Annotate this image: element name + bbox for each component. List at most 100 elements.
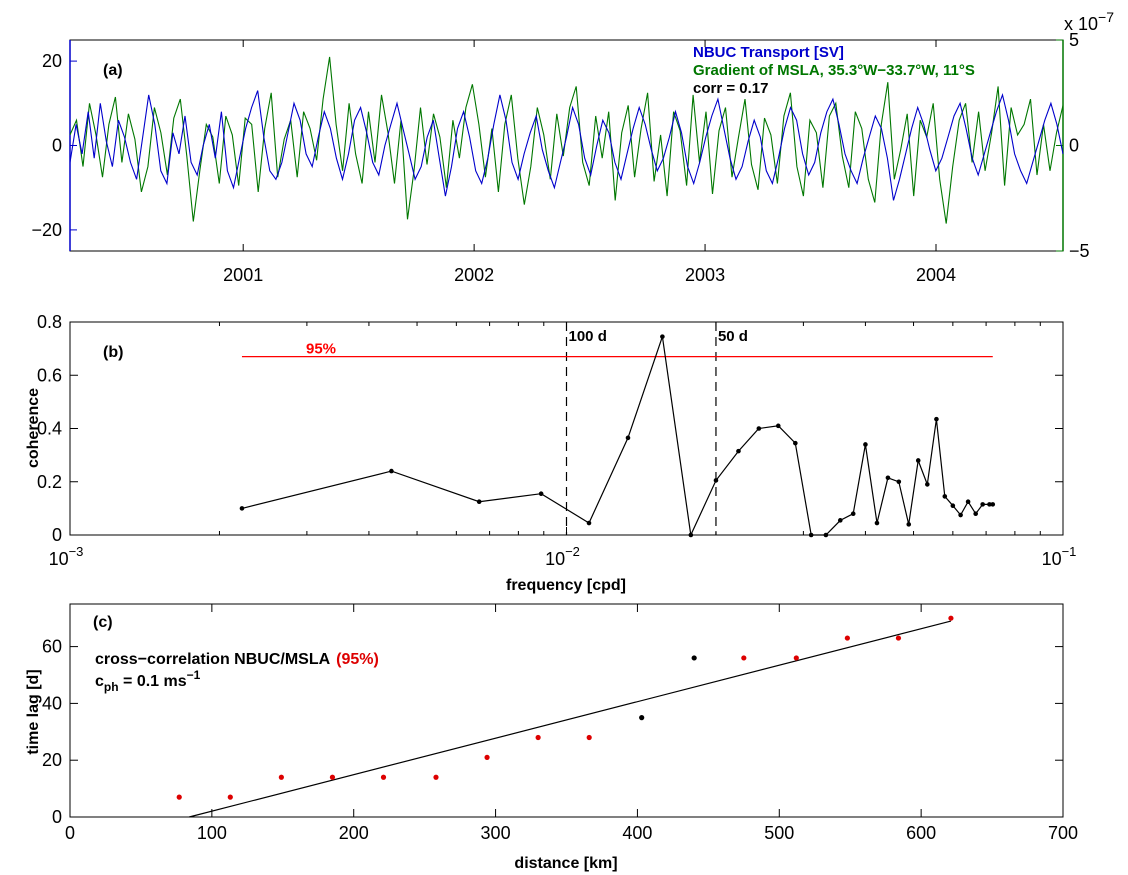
period-marker-label: 100 d — [569, 328, 607, 345]
y-tick-label-c: 20 — [42, 750, 62, 770]
lag-point-significant — [948, 615, 954, 621]
coherence-point — [863, 442, 868, 447]
coherence-point — [973, 511, 978, 516]
x-tick-label-c: 300 — [481, 823, 511, 843]
coherence-point — [660, 334, 665, 339]
panel-a-letter: (a) — [103, 62, 123, 79]
significance-label: 95% — [306, 341, 336, 358]
lag-point — [691, 655, 697, 661]
lag-point — [639, 715, 645, 721]
x-tick-label-a: 2001 — [223, 265, 263, 285]
x-tick-label-c: 100 — [197, 823, 227, 843]
coherence-point — [586, 520, 592, 526]
coherence-point — [934, 416, 939, 422]
lag-point-significant — [793, 655, 799, 661]
panel-b: (b) 10−3 10−2 10−1 0 0.2 0.4 0.6 0.8 100 d 50 d… — [25, 312, 1076, 594]
lag-point-significant — [586, 734, 592, 741]
coherence-point — [950, 503, 956, 509]
y-tick-label-c: 0 — [52, 807, 62, 827]
x-tick-label-c: 200 — [339, 823, 369, 843]
x-tick-label-a: 2002 — [454, 265, 494, 285]
x-tick-label-a: 2003 — [685, 265, 725, 285]
phase-speed-fit-line — [189, 620, 952, 818]
y-tick-label-right: 0 — [1069, 136, 1079, 156]
coherence-point — [837, 518, 843, 523]
lag-point-significant — [895, 635, 902, 641]
phase-speed-label: cph = 0.1 ms−1 — [95, 668, 201, 694]
x-tick-label-b: 10−3 — [49, 544, 84, 569]
y-axis-label-c: time lag [d] — [25, 669, 42, 754]
coherence-point — [906, 522, 912, 527]
lag-point-significant — [329, 774, 336, 780]
lag-point-significant — [844, 635, 850, 641]
y-tick-label-b: 0.4 — [37, 419, 62, 439]
coherence-point — [793, 440, 798, 446]
right-axis-exponent: x 10−7 — [1064, 9, 1114, 34]
panel-c-letter: (c) — [93, 614, 113, 631]
lag-point-significant — [176, 794, 182, 800]
y-tick-label-b: 0.2 — [37, 472, 62, 492]
x-tick-label-c: 700 — [1048, 823, 1078, 843]
lag-point-significant — [741, 655, 747, 661]
panel-c: (c) cross−correlation NBUC/MSLA (95%) cph… — [25, 603, 1078, 872]
y-tick-label-left: 0 — [52, 136, 62, 156]
coherence-point — [990, 502, 996, 507]
coherence-point — [239, 506, 245, 511]
x-tick-label-b: 10−1 — [1042, 544, 1077, 569]
y-tick-label-b: 0.8 — [37, 312, 62, 332]
legend-gradient: Gradient of MSLA, 35.3°W−33.7°W, 11°S — [693, 62, 975, 79]
lag-point-significant — [227, 794, 233, 800]
y-tick-label-right: −5 — [1069, 241, 1090, 261]
legend-corr: corr = 0.17 — [693, 80, 768, 97]
coherence-point — [625, 435, 631, 441]
period-marker-label: 50 d — [718, 328, 748, 345]
y-tick-label-c: 60 — [42, 637, 62, 657]
coherence-point — [688, 532, 694, 538]
gradient-line — [69, 56, 1064, 224]
coherence-point — [823, 532, 829, 538]
x-tick-label-c: 600 — [906, 823, 936, 843]
y-tick-label-b: 0 — [52, 525, 62, 545]
panel-c-frame — [69, 603, 1064, 818]
lag-point-significant — [433, 774, 439, 780]
lag-point-significant — [380, 774, 387, 780]
coherence-point — [389, 468, 394, 474]
x-axis-label-c: distance [km] — [514, 855, 617, 872]
y-tick-label-b: 0.6 — [37, 365, 62, 385]
lag-point-significant — [484, 754, 490, 760]
coherence-point — [808, 532, 814, 538]
coherence-point — [736, 448, 741, 454]
coherence-point — [915, 458, 921, 463]
lag-point-significant — [278, 774, 284, 780]
coherence-point — [980, 502, 985, 507]
coherence-point — [850, 511, 856, 516]
coherence-point — [885, 475, 891, 481]
coherence-point — [958, 512, 963, 518]
panel-b-letter: (b) — [103, 344, 123, 361]
y-tick-label-c: 40 — [42, 693, 62, 713]
coherence-point — [476, 499, 482, 505]
x-tick-label-c: 500 — [764, 823, 794, 843]
coherence-point — [942, 494, 948, 499]
coherence-point — [538, 491, 544, 497]
y-tick-label-right: 5 — [1069, 30, 1079, 50]
panel-c-title: cross−correlation NBUC/MSLA (95%) — [95, 651, 379, 668]
lag-point-significant — [535, 734, 541, 741]
coherence-point — [775, 423, 781, 429]
y-tick-label-left: 20 — [42, 51, 62, 71]
x-tick-label-c: 400 — [622, 823, 652, 843]
x-tick-label-a: 2004 — [916, 265, 956, 285]
coherence-point — [925, 482, 930, 487]
x-tick-label-c: 0 — [65, 823, 75, 843]
transport-line — [69, 90, 1064, 201]
coherence-point — [874, 520, 880, 526]
coherence-point — [713, 478, 719, 483]
x-axis-label-b: frequency [cpd] — [506, 577, 626, 594]
panel-a: (a) 2001 2002 2003 2004 200−20 50−5 x 10−7 … — [31, 9, 1114, 285]
y-tick-label-left: −20 — [31, 220, 62, 240]
legend-transport: NBUC Transport [SV] — [693, 44, 844, 61]
x-tick-label-b: 10−2 — [545, 544, 580, 569]
y-axis-label-b: coherence — [25, 388, 42, 468]
coherence-point — [756, 426, 762, 431]
